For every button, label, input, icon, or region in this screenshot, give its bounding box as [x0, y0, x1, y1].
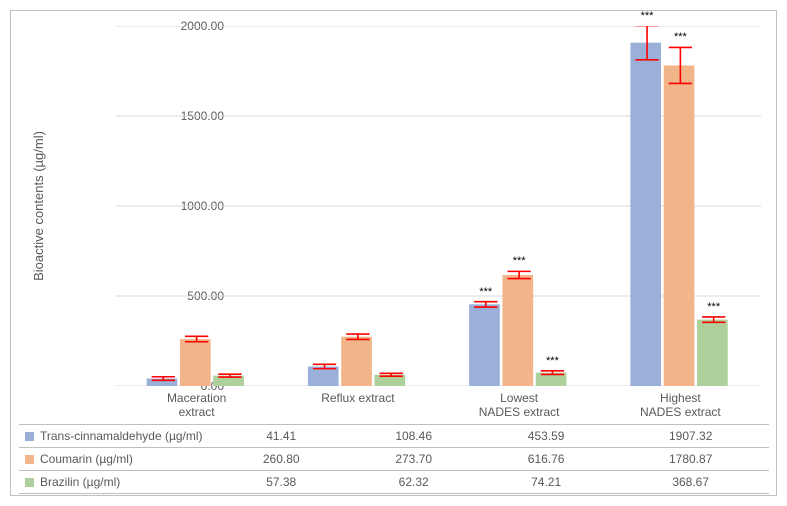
swatch-trans-cinn [25, 432, 34, 441]
table-row: Brazilin (µg/ml) 57.38 62.32 74.21 368.6… [19, 471, 769, 494]
category-label: Macerationextract [116, 389, 277, 421]
cell: 62.32 [347, 471, 479, 494]
category-label: Reflux extract [277, 389, 438, 421]
significance-marker: *** [546, 355, 559, 367]
significance-marker: *** [707, 301, 720, 313]
legend-trans-cinn: Trans-cinnamaldehyde (µg/ml) [19, 425, 215, 448]
swatch-brazilin [25, 478, 34, 487]
chart-frame: Bioactive contents (µg/ml) 0.00 500.00 1… [0, 0, 787, 506]
cell: 41.41 [215, 425, 347, 448]
plot-area [116, 26, 761, 386]
cell: 368.67 [612, 471, 769, 494]
category-label: HighestNADES extract [600, 389, 761, 421]
cell: 260.80 [215, 448, 347, 471]
cell: 74.21 [480, 471, 612, 494]
significance-marker: *** [479, 286, 492, 298]
cell: 616.76 [480, 448, 612, 471]
legend-coumarin: Coumarin (µg/ml) [19, 448, 215, 471]
cell: 453.59 [480, 425, 612, 448]
legend-brazilin: Brazilin (µg/ml) [19, 471, 215, 494]
cell: 1907.32 [612, 425, 769, 448]
cell: 1780.87 [612, 448, 769, 471]
data-table: Trans-cinnamaldehyde (µg/ml) 41.41 108.4… [19, 424, 769, 494]
category-label: LowestNADES extract [439, 389, 600, 421]
table-row: Coumarin (µg/ml) 260.80 273.70 616.76 17… [19, 448, 769, 471]
table-row: Trans-cinnamaldehyde (µg/ml) 41.41 108.4… [19, 425, 769, 448]
significance-marker: *** [513, 255, 526, 267]
cell: 273.70 [347, 448, 479, 471]
significance-marker: *** [674, 31, 687, 43]
cell: 57.38 [215, 471, 347, 494]
category-axis: MacerationextractReflux extractLowestNAD… [116, 389, 761, 421]
chart-panel: Bioactive contents (µg/ml) 0.00 500.00 1… [10, 10, 777, 496]
significance-marker: *** [641, 10, 654, 22]
y-axis-title: Bioactive contents (µg/ml) [31, 131, 46, 281]
cell: 108.46 [347, 425, 479, 448]
swatch-coumarin [25, 455, 34, 464]
